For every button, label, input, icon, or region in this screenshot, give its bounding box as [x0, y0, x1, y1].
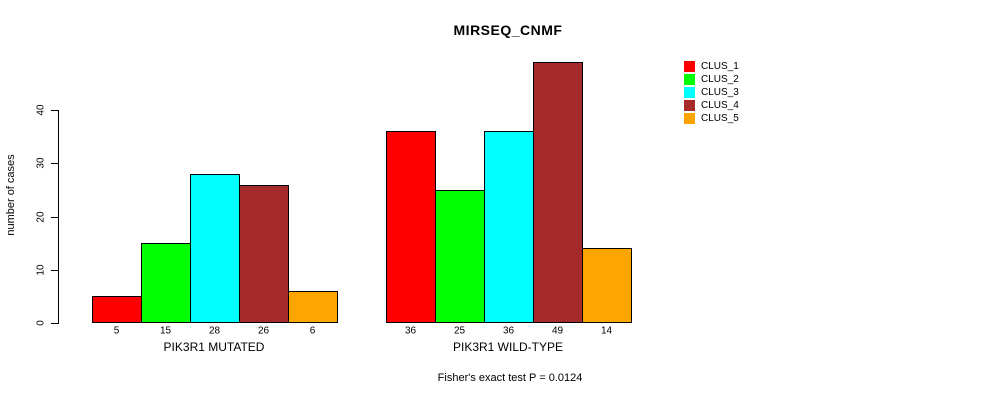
legend-label: CLUS_1 — [701, 61, 739, 72]
y-tick — [51, 110, 58, 111]
legend-row: CLUS_2 — [684, 74, 739, 85]
legend-swatch-icon — [684, 74, 695, 85]
bar-value-label: 14 — [600, 325, 613, 337]
y-axis-label: number of cases — [5, 154, 17, 236]
fisher-test-annotation: Fisher's exact test P = 0.0124 — [437, 372, 583, 384]
bar-value-label: 5 — [113, 325, 120, 337]
legend-row: CLUS_3 — [684, 87, 739, 98]
y-tick — [51, 269, 58, 271]
y-axis — [58, 110, 59, 324]
bar-value-label: 6 — [309, 325, 316, 337]
bar-value-label: 28 — [208, 325, 221, 337]
legend-row: CLUS_1 — [684, 61, 739, 72]
legend-row: CLUS_5 — [684, 113, 739, 124]
legend-label: CLUS_4 — [701, 100, 739, 111]
legend-swatch-icon — [684, 87, 695, 98]
legend-row: CLUS_4 — [684, 100, 739, 111]
bar-value-label: 25 — [453, 325, 466, 337]
bar-clus_3 — [484, 131, 534, 323]
y-tick-label: 30 — [35, 157, 47, 169]
bar-value-label: 49 — [551, 325, 564, 337]
legend-swatch-icon — [684, 100, 695, 111]
y-tick-label: 20 — [35, 210, 47, 223]
legend-label: CLUS_5 — [701, 113, 739, 124]
legend-swatch-icon — [684, 113, 695, 124]
bar-clus_1 — [92, 296, 142, 323]
bar-clus_3 — [190, 174, 240, 323]
bar-value-label: 26 — [257, 325, 270, 337]
bar-clus_5 — [288, 291, 338, 323]
y-tick — [51, 323, 58, 324]
bar-clus_5 — [582, 248, 632, 323]
bar-clus_2 — [141, 243, 191, 323]
bar-value-label: 15 — [159, 325, 172, 337]
bar-clus_2 — [435, 190, 485, 323]
legend-label: CLUS_2 — [701, 74, 739, 85]
legend-label: CLUS_3 — [701, 87, 739, 98]
y-tick-label: 0 — [35, 320, 47, 326]
group-label-wildtype: PIK3R1 WILD-TYPE — [452, 340, 564, 354]
bar-clus_4 — [533, 62, 583, 323]
legend-swatch-icon — [684, 61, 695, 72]
bar-clus_4 — [239, 185, 289, 323]
bar-value-label: 36 — [502, 325, 515, 337]
bar-value-label: 36 — [404, 325, 417, 337]
y-tick-label: 40 — [35, 104, 47, 116]
y-tick — [51, 163, 58, 165]
y-tick — [51, 216, 58, 218]
bar-clus_1 — [386, 131, 436, 323]
y-tick-label: 10 — [35, 264, 47, 276]
chart-title: MIRSEQ_CNMF — [453, 22, 563, 38]
group-label-mutated: PIK3R1 MUTATED — [163, 340, 265, 354]
